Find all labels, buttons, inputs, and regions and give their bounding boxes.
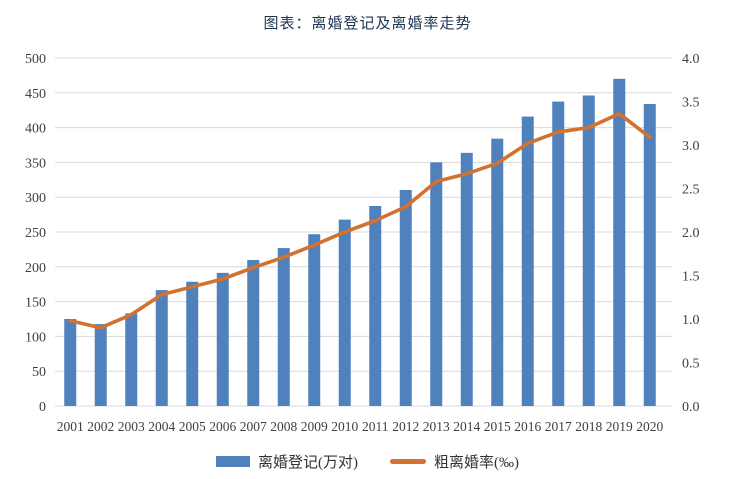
y-axis-left-tick-label: 300 xyxy=(25,191,46,206)
y-axis-right-tick-label: 2.0 xyxy=(682,226,700,241)
y-axis-left-tick-label: 0 xyxy=(39,400,46,415)
x-axis-label-2014: 2014 xyxy=(453,419,480,434)
legend-label-rate: 粗离婚率(‰) xyxy=(434,455,519,471)
y-axis-right-tick-label: 1.0 xyxy=(682,313,700,328)
y-axis-left-tick-label: 350 xyxy=(25,156,46,171)
bar-2007 xyxy=(247,259,260,406)
y-axis-left-tick-label: 150 xyxy=(25,296,46,311)
y-axis-left-tick-label: 500 xyxy=(25,52,46,67)
x-axis-label-2008: 2008 xyxy=(270,419,297,434)
bar-2005 xyxy=(186,281,199,406)
x-axis-label-2012: 2012 xyxy=(392,419,419,434)
legend-item-registrations: 离婚登记(万对) xyxy=(216,451,358,472)
bar-2017 xyxy=(552,101,565,406)
legend-item-rate: 粗离婚率(‰) xyxy=(390,451,519,472)
bar-2013 xyxy=(430,162,443,406)
x-axis-label-2011: 2011 xyxy=(362,419,389,434)
y-axis-right-tick-label: 1.5 xyxy=(682,270,700,285)
x-axis-label-2005: 2005 xyxy=(179,419,206,434)
y-axis-left-tick-label: 250 xyxy=(25,226,46,241)
legend: 离婚登记(万对) 粗离婚率(‰) xyxy=(0,451,735,472)
bar-2001 xyxy=(64,319,77,406)
y-axis-right-tick-label: 2.5 xyxy=(682,183,700,198)
y-axis-left-tick-label: 50 xyxy=(32,365,46,380)
legend-label-registrations: 离婚登记(万对) xyxy=(258,455,358,471)
y-axis-right-tick-label: 3.5 xyxy=(682,96,700,111)
x-axis-label-2001: 2001 xyxy=(57,419,84,434)
y-axis-left-tick-label: 450 xyxy=(25,87,46,102)
bar-2015 xyxy=(491,138,504,407)
x-axis-label-2018: 2018 xyxy=(575,419,602,434)
x-axis-label-2010: 2010 xyxy=(331,419,358,434)
bar-2008 xyxy=(277,248,290,406)
y-axis-right-tick-label: 0.5 xyxy=(682,357,700,372)
bar-2002 xyxy=(94,324,107,406)
legend-line-swatch-icon xyxy=(390,459,426,464)
bar-2014 xyxy=(460,152,473,406)
bar-2004 xyxy=(155,290,168,406)
x-axis-label-2003: 2003 xyxy=(118,419,145,434)
bar-2011 xyxy=(369,205,382,406)
bar-2020 xyxy=(643,104,656,406)
x-axis-label-2004: 2004 xyxy=(148,419,175,434)
y-axis-right-tick-label: 4.0 xyxy=(682,52,700,67)
bar-2006 xyxy=(216,272,229,406)
x-axis-label-2006: 2006 xyxy=(209,419,236,434)
bar-2018 xyxy=(582,95,595,406)
bar-2009 xyxy=(308,234,321,406)
bar-2012 xyxy=(399,189,412,406)
bar-2003 xyxy=(125,313,138,406)
x-axis-label-2017: 2017 xyxy=(545,419,572,434)
x-axis-label-2002: 2002 xyxy=(87,419,114,434)
x-axis-label-2009: 2009 xyxy=(301,419,328,434)
y-axis-left-tick-label: 400 xyxy=(25,122,46,137)
bar-2016 xyxy=(521,116,534,406)
x-axis-label-2015: 2015 xyxy=(484,419,511,434)
x-axis-label-2016: 2016 xyxy=(514,419,541,434)
rate-line xyxy=(68,111,652,330)
legend-bar-swatch-icon xyxy=(216,456,250,467)
x-axis-label-2019: 2019 xyxy=(606,419,633,434)
x-axis-label-2013: 2013 xyxy=(423,419,450,434)
x-axis-label-2020: 2020 xyxy=(636,419,663,434)
y-axis-right-tick-label: 0.0 xyxy=(682,400,700,415)
bar-2019 xyxy=(613,78,626,407)
x-axis-label-2007: 2007 xyxy=(240,419,267,434)
y-axis-left-tick-label: 200 xyxy=(25,261,46,276)
bar-2010 xyxy=(338,219,351,406)
y-axis-right-tick-label: 3.0 xyxy=(682,139,700,154)
chart-title: 图表：离婚登记及离婚率走势 xyxy=(263,16,472,32)
y-axis-left-tick-label: 100 xyxy=(25,330,46,345)
